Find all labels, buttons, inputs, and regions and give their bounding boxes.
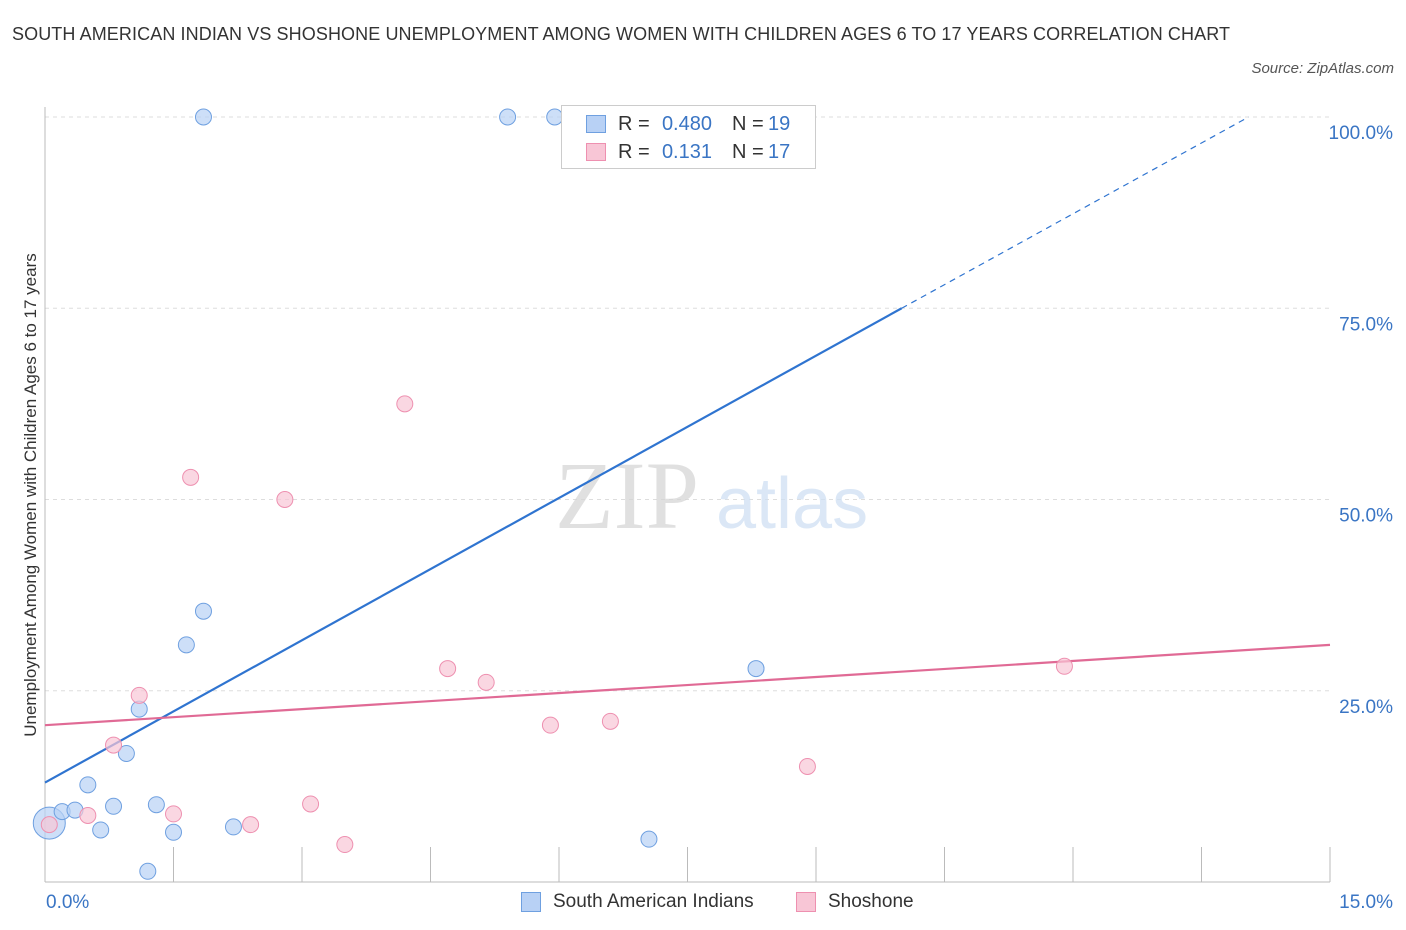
legend-n-value: 17	[768, 140, 791, 163]
point-shoshone	[130, 686, 148, 704]
point-shoshone	[242, 816, 260, 834]
trend-line-shoshone	[44, 643, 1331, 727]
bottom-legend-swatch-blue	[521, 892, 541, 912]
y-tick-label: 25.0%	[1339, 697, 1393, 718]
point-south-american-indians	[224, 818, 242, 836]
legend-r-label: R =	[618, 112, 650, 135]
legend-n-label: N =	[732, 140, 764, 163]
point-shoshone	[477, 673, 495, 691]
legend-r-value: 0.131	[661, 140, 712, 163]
point-shoshone	[40, 816, 58, 834]
y-tick-label: 100.0%	[1329, 123, 1394, 144]
point-south-american-indians	[147, 796, 165, 814]
point-shoshone	[182, 468, 200, 486]
point-south-american-indians	[640, 830, 658, 848]
point-south-american-indians	[79, 776, 97, 794]
bottom-legend-south-american-indians: South American Indians	[521, 889, 754, 915]
x-tick-label-min: 0.0%	[46, 892, 89, 913]
point-south-american-indians	[177, 636, 195, 654]
x-tick-label-max: 15.0%	[1339, 892, 1393, 913]
point-shoshone	[79, 806, 97, 824]
point-south-american-indians	[117, 744, 135, 762]
point-shoshone	[439, 660, 457, 678]
bottom-legend-swatch-pink	[796, 892, 816, 912]
y-tick-label: 50.0%	[1339, 506, 1393, 527]
point-south-american-indians	[139, 862, 157, 880]
bottom-legend-shoshone: Shoshone	[796, 889, 914, 915]
legend-n-value: 19	[768, 112, 791, 135]
axes: 25.0% 50.0% 75.0% 100.0% 0.0% 15.0%	[44, 107, 1394, 913]
point-south-american-indians	[105, 797, 123, 815]
point-shoshone	[165, 805, 182, 823]
point-shoshone	[276, 491, 294, 508]
point-shoshone	[1055, 657, 1073, 675]
legend-swatch-blue	[586, 115, 606, 133]
point-south-american-indians	[499, 108, 517, 126]
watermark: ZIP atlas	[555, 442, 868, 549]
point-shoshone	[541, 716, 559, 734]
legend-n-label: N =	[732, 112, 764, 135]
bottom-legend-label: Shoshone	[828, 891, 914, 912]
watermark-atlas: atlas	[716, 464, 868, 544]
trend-line-south-american-indians-extension	[901, 116, 1249, 309]
point-shoshone	[601, 712, 619, 730]
source-credit: Source: ZipAtlas.com	[1251, 60, 1394, 77]
chart-title: SOUTH AMERICAN INDIAN VS SHOSHONE UNEMPL…	[12, 24, 1231, 44]
legend-r-value: 0.480	[661, 112, 712, 135]
trend-lines	[44, 116, 1331, 784]
correlation-legend: R = 0.480 N = 19 R = 0.131 N = 17	[561, 105, 816, 169]
point-shoshone	[302, 795, 320, 813]
point-shoshone	[798, 757, 816, 775]
point-south-american-indians	[747, 660, 765, 678]
point-south-american-indians	[194, 602, 212, 620]
bottom-legend-label: South American Indians	[553, 891, 754, 912]
grid-lines	[45, 116, 1330, 692]
point-south-american-indians	[194, 108, 212, 126]
point-shoshone	[336, 836, 354, 854]
y-tick-label: 75.0%	[1339, 314, 1393, 335]
legend-swatch-pink	[586, 143, 606, 161]
legend-row-shoshone: R = 0.131 N = 17	[586, 140, 790, 164]
point-shoshone	[105, 736, 123, 754]
legend-row-south-american-indians: R = 0.480 N = 19	[586, 112, 790, 136]
y-axis-label: Unemployment Among Women with Children A…	[21, 253, 40, 737]
watermark-zip: ZIP	[555, 442, 699, 549]
point-south-american-indians	[92, 821, 110, 839]
point-shoshone	[396, 395, 414, 413]
legend-r-label: R =	[618, 140, 650, 163]
trend-line-south-american-indians	[44, 307, 903, 784]
point-south-american-indians	[165, 823, 182, 841]
data-points	[32, 108, 1073, 880]
